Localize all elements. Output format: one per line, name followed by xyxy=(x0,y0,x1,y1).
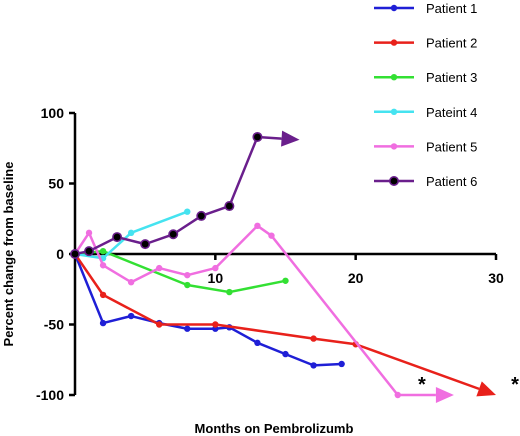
series-arrowhead xyxy=(476,381,496,397)
legend-marker xyxy=(390,143,398,150)
y-tick-label: 100 xyxy=(41,105,65,121)
data-point xyxy=(212,321,219,328)
x-tick-label: 10 xyxy=(208,270,224,286)
data-point xyxy=(212,264,219,272)
data-point xyxy=(252,131,263,142)
legend-marker xyxy=(390,74,398,81)
series-annotation: * xyxy=(418,374,426,396)
data-point xyxy=(254,222,261,229)
series-5: * xyxy=(71,222,454,403)
data-point xyxy=(99,262,107,269)
series-arrowhead xyxy=(281,130,300,147)
series-line xyxy=(74,135,282,256)
data-point xyxy=(127,229,135,237)
legend-item: Patient 6 xyxy=(374,174,477,189)
legend-item: Patient 5 xyxy=(374,139,477,154)
legend-label: Pateint 4 xyxy=(426,105,477,120)
data-point xyxy=(99,247,107,255)
series-1 xyxy=(71,250,345,369)
data-point xyxy=(156,264,163,272)
data-point xyxy=(338,360,345,368)
series-annotation: * xyxy=(511,374,519,396)
x-tick-label: 30 xyxy=(488,270,504,286)
y-axis-title: Percent change from baseline xyxy=(1,162,16,347)
data-point xyxy=(268,232,275,239)
legend-label: Patient 2 xyxy=(426,36,477,51)
y-tick-label: -50 xyxy=(44,317,64,333)
data-point xyxy=(127,279,135,286)
series-6 xyxy=(70,130,300,260)
legend-marker xyxy=(390,39,398,46)
data-point xyxy=(226,288,233,296)
data-point xyxy=(394,391,401,399)
series-line xyxy=(74,249,286,294)
x-axis-title: Months on Pembrolizumb xyxy=(195,421,354,436)
legend-label: Patient 1 xyxy=(426,1,477,16)
series-line xyxy=(73,224,436,397)
y-tick-label: -100 xyxy=(36,387,64,403)
data-point xyxy=(84,246,95,257)
series-2: * xyxy=(71,250,519,397)
data-point xyxy=(224,201,235,212)
data-point xyxy=(282,277,289,284)
data-point xyxy=(184,281,191,289)
data-point xyxy=(99,291,107,299)
legend-item: Patient 1 xyxy=(374,1,477,16)
data-point xyxy=(184,271,191,279)
data-point xyxy=(127,312,135,320)
data-point xyxy=(184,325,191,332)
data-point xyxy=(184,208,191,215)
data-point xyxy=(85,229,93,237)
data-point xyxy=(196,210,207,221)
y-tick-label: 50 xyxy=(48,176,64,192)
data-point xyxy=(112,232,123,243)
legend-item: Patient 2 xyxy=(374,36,477,51)
data-point xyxy=(70,249,81,260)
data-point xyxy=(310,362,317,369)
data-point xyxy=(156,321,163,328)
data-point xyxy=(168,229,179,240)
legend-label: Patient 5 xyxy=(426,139,477,154)
data-point xyxy=(99,319,107,327)
series-line xyxy=(73,253,480,391)
legend-item: Patient 3 xyxy=(374,70,477,85)
legend-marker xyxy=(388,176,399,187)
data-point xyxy=(282,350,289,358)
series-layer: ** xyxy=(70,130,519,403)
axes: 100 50 0 -50 -100 10 20 30 xyxy=(36,105,504,403)
data-point xyxy=(310,335,317,342)
legend-label: Patient 3 xyxy=(426,70,477,85)
legend-item: Pateint 4 xyxy=(374,105,477,120)
y-tick-label: 0 xyxy=(56,246,64,262)
series-arrowhead xyxy=(435,387,454,403)
legend-marker xyxy=(390,4,398,12)
legend-label: Patient 6 xyxy=(426,174,477,189)
x-tick-label: 20 xyxy=(348,270,364,286)
data-point xyxy=(254,339,261,347)
legend-marker xyxy=(390,108,398,116)
data-point xyxy=(140,239,151,250)
legend: Patient 1 Patient 2 Patient 3 Pateint 4 Pati… xyxy=(374,1,477,189)
